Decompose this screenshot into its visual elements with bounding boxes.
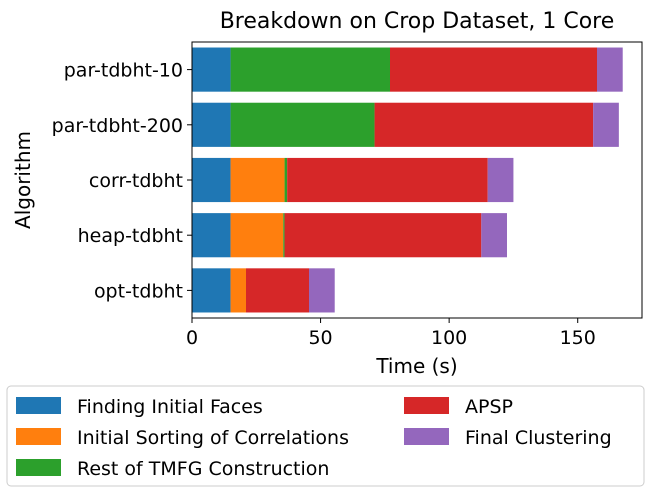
bar-segment-opt-tdbht-series-1 — [230, 268, 246, 313]
y-tick-label: par-tdbht-10 — [64, 60, 183, 82]
y-tick-labels: par-tdbht-10 par-tdbht-200 corr-tdbht heap-… — [52, 60, 192, 302]
y-tick-label: par-tdbht-200 — [52, 115, 183, 137]
bar-segment-corr-tdbht-series-3 — [287, 157, 488, 203]
legend-swatch — [404, 397, 449, 414]
legend-label: APSP — [465, 396, 513, 418]
bar-segment-heap-tdbht-series-0 — [192, 213, 231, 258]
bar-segment-par-tdbht-10-series-3 — [390, 47, 597, 92]
legend-swatch — [16, 428, 61, 445]
bar-segment-opt-tdbht-series-4 — [309, 268, 335, 313]
bar-segment-heap-tdbht-series-1 — [230, 213, 284, 258]
chart-title: Breakdown on Crop Dataset, 1 Core — [220, 9, 615, 34]
bar-segment-heap-tdbht-series-3 — [284, 213, 482, 258]
bar-segment-corr-tdbht-series-4 — [487, 157, 514, 203]
y-tick-label: corr-tdbht — [89, 170, 183, 192]
x-tick-label: 100 — [431, 327, 467, 349]
x-tick-label: 0 — [186, 327, 198, 349]
bar-segment-par-tdbht-200-series-3 — [374, 102, 594, 147]
bar-segment-par-tdbht-10-series-4 — [597, 47, 623, 92]
y-tick-label: opt-tdbht — [94, 280, 183, 302]
bar-segment-par-tdbht-200-series-4 — [593, 102, 619, 147]
x-axis-label: Time (s) — [375, 354, 457, 378]
legend-label: Finding Initial Faces — [77, 396, 263, 418]
x-tick-label: 50 — [308, 327, 332, 349]
bars-group — [192, 47, 623, 313]
legend-label: Initial Sorting of Correlations — [77, 427, 349, 449]
x-tick-labels: 0 50 100 150 — [186, 318, 596, 349]
bar-segment-par-tdbht-10-series-0 — [192, 47, 231, 92]
legend-swatch — [16, 459, 61, 476]
legend-label: Rest of TMFG Construction — [77, 458, 329, 480]
legend-frame — [6, 385, 645, 487]
bar-segment-corr-tdbht-series-2 — [284, 157, 288, 203]
legend-label: Final Clustering — [465, 427, 612, 449]
y-tick-label: heap-tdbht — [78, 225, 183, 247]
legend-swatch — [16, 397, 61, 414]
bar-segment-heap-tdbht-series-4 — [481, 213, 507, 258]
legend-swatch — [404, 428, 449, 445]
bar-segment-par-tdbht-200-series-2 — [230, 102, 375, 147]
legend: Finding Initial Faces Initial Sorting of … — [6, 385, 645, 487]
bar-segment-par-tdbht-200-series-0 — [192, 102, 231, 147]
x-tick-label: 150 — [560, 327, 596, 349]
bar-segment-opt-tdbht-series-3 — [246, 268, 309, 313]
bar-segment-opt-tdbht-series-0 — [192, 268, 231, 313]
bar-segment-corr-tdbht-series-0 — [192, 157, 231, 203]
bar-segment-par-tdbht-10-series-2 — [230, 47, 390, 92]
y-axis-label: Algorithm — [11, 131, 35, 229]
bar-segment-heap-tdbht-series-2 — [283, 213, 285, 258]
bar-segment-corr-tdbht-series-1 — [230, 157, 285, 203]
